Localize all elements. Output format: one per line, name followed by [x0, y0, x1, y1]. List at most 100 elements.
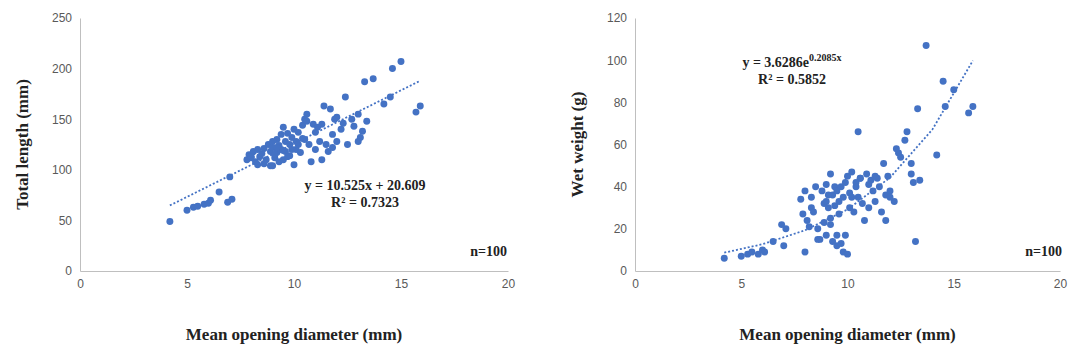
x-tick-label: 20 [1054, 277, 1068, 291]
data-point [887, 194, 894, 201]
y-axis: 020406080100120 [607, 11, 636, 278]
data-point [916, 177, 923, 184]
y-tick-label: 100 [607, 54, 627, 68]
data-point [870, 187, 877, 194]
data-point [808, 194, 815, 201]
data-point [799, 211, 806, 218]
annotation: R² = 0.7323 [331, 195, 399, 210]
annotation: n=100 [1025, 244, 1062, 259]
y-tick-label: 100 [52, 163, 72, 177]
data-point [316, 138, 323, 145]
data-point [361, 78, 368, 85]
plot-area [721, 42, 977, 262]
y-tick-label: 40 [614, 180, 628, 194]
data-point [825, 204, 832, 211]
data-point [855, 128, 862, 135]
data-point [814, 225, 821, 232]
x-axis-title: Mean opening diameter (mm) [186, 325, 402, 344]
chart-canvas: 05101520050100150200250Mean opening diam… [0, 0, 1086, 356]
y-tick-label: 150 [52, 113, 72, 127]
data-point [194, 203, 201, 210]
data-point [908, 160, 915, 167]
data-point [355, 111, 362, 118]
data-point [273, 144, 280, 151]
data-point [333, 114, 340, 121]
data-point [389, 65, 396, 72]
data-point [821, 219, 828, 226]
data-point [842, 232, 849, 239]
y-tick: 40 [614, 180, 635, 194]
data-point [295, 129, 302, 136]
y-tick: 60 [614, 138, 635, 152]
annotation-text: y = 3.6286e [742, 55, 809, 70]
y-tick-label: 0 [65, 264, 72, 278]
data-point [329, 131, 336, 138]
x-tick: 15 [948, 271, 962, 291]
data-point [810, 208, 817, 215]
data-point [812, 183, 819, 190]
data-point [297, 149, 304, 156]
data-point [248, 153, 255, 160]
data-point [280, 124, 287, 131]
x-tick-label: 5 [738, 277, 745, 291]
data-point [299, 135, 306, 142]
annotation: y = 3.6286e0.2085x [742, 52, 841, 70]
x-tick-label: 10 [841, 277, 855, 291]
data-point [380, 101, 387, 108]
data-point [802, 249, 809, 256]
data-point [291, 161, 298, 168]
data-point [748, 249, 755, 256]
points [166, 58, 423, 225]
data-point [333, 138, 340, 145]
x-tick-label: 10 [288, 277, 302, 291]
data-point [865, 181, 872, 188]
data-point [842, 179, 849, 186]
data-point [827, 215, 834, 222]
data-point [912, 238, 919, 245]
x-tick-label: 0 [77, 277, 84, 291]
data-point [848, 168, 855, 175]
data-point [312, 146, 319, 153]
data-point [872, 173, 879, 180]
y-tick: 100 [52, 163, 80, 177]
data-point [884, 173, 891, 180]
data-point [312, 129, 319, 136]
data-point [933, 152, 940, 159]
data-point [308, 158, 315, 165]
y-tick: 200 [52, 62, 80, 76]
data-point [882, 217, 889, 224]
data-point [338, 126, 345, 133]
x-tick: 20 [1054, 271, 1068, 291]
data-point [166, 218, 173, 225]
x-axis: 05101520 [77, 271, 515, 291]
data-point [355, 138, 362, 145]
y-tick: 250 [52, 11, 80, 25]
data-point [840, 194, 847, 201]
data-point [303, 111, 310, 118]
annotation: R² = 0.5852 [758, 72, 826, 87]
y-tick: 20 [614, 222, 635, 236]
x-tick: 5 [738, 271, 745, 291]
x-tick-label: 5 [184, 277, 191, 291]
data-point [950, 86, 957, 93]
data-point [278, 131, 285, 138]
data-point [417, 103, 424, 110]
x-tick: 10 [841, 271, 855, 291]
data-point [271, 151, 278, 158]
data-point [269, 162, 276, 169]
y-tick-label: 120 [607, 11, 627, 25]
x-tick: 15 [395, 271, 409, 291]
data-point [323, 141, 330, 148]
data-point [303, 118, 310, 125]
data-point [782, 225, 789, 232]
y-axis-line [80, 19, 81, 272]
x-tick: 5 [184, 271, 191, 291]
y-tick-label: 50 [59, 214, 73, 228]
data-point [923, 42, 930, 49]
data-point [320, 103, 327, 110]
data-point [288, 146, 295, 153]
data-point [261, 160, 268, 167]
data-point [184, 207, 191, 214]
y-axis-line [635, 19, 636, 272]
y-tick: 120 [607, 11, 635, 25]
